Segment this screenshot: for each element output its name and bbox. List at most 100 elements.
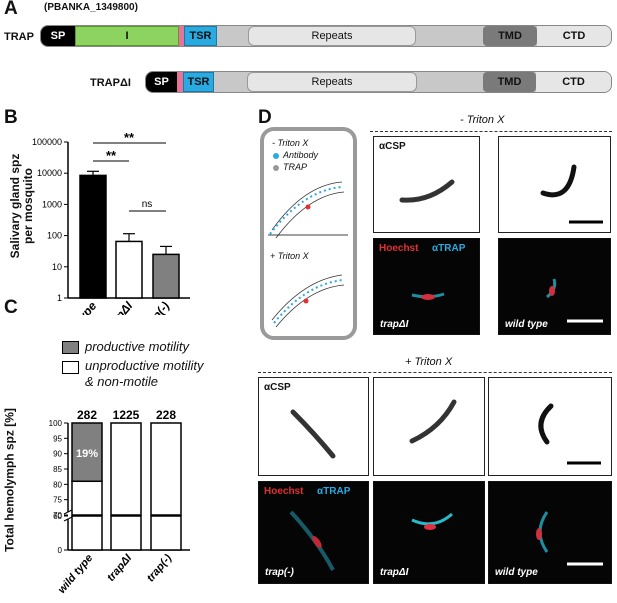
b-bar [152,253,180,299]
legend-productive-swatch [62,341,79,354]
b-sig-top: ** [124,130,135,145]
bottom-strain-label-3: wild type [495,567,538,578]
panel-b-letter: B [4,107,18,128]
sporozoite-fluor-icon [546,278,603,323]
schematic-antibody: Antibody [283,150,319,160]
bottom-csp-image-3 [488,377,612,476]
b-xtick-label: wild type [56,299,100,315]
b-ytick-label: 10000 [37,168,62,178]
c-bar-lower [71,515,103,551]
top-strain-label-2: wild type [505,319,548,330]
trapdi-ctd-domain: CTD [536,72,611,92]
trap-protein-bar: SP I TSR Repeats TMD CTD [40,25,612,47]
sporozoite-fluor-icon [536,511,603,566]
top-fluor-image-2: wild type [498,238,611,335]
legend-unproductive-2: & non-motile [85,374,158,389]
c-ytick-label: 70 [53,511,62,520]
c-bar-unproductive [150,422,182,516]
trap-tsr-domain: TSR [184,26,217,46]
trapdi-protein-bar: SP TSR Repeats TMD CTD [145,71,612,93]
bottom-fluor-image-3: wild type [488,481,612,584]
hoechst-label-bottom: Hoechst [264,486,304,497]
c-count-label: 282 [77,408,97,422]
c-bar-unproductive [71,480,103,516]
panel-c-letter: C [4,297,18,318]
c-ytick-label: 0 [58,546,63,555]
c-axis-break-mark [63,509,73,515]
gene-id: (PBANKA_1349800) [44,2,138,13]
b-bar [115,240,143,299]
trap-linker [179,26,184,46]
bottom-dashed-rule [258,372,612,373]
legend-productive: productive motility [85,339,190,354]
c-axis-break-mark [63,516,73,522]
c-ytick-label: 75 [53,496,62,505]
top-dashed-rule [370,131,612,132]
c-bar-productive [71,422,103,483]
b-ytick-label: 100000 [32,137,62,147]
sporozoite-gray-icon [409,399,457,444]
trap-ctd-domain: CTD [537,26,611,46]
sporozoite-gray-icon [399,179,455,203]
c-count-label: 1225 [113,408,140,422]
c-xtick-label: wild type [56,552,95,596]
trapdi-linker [177,72,183,92]
c-ytick-label: 95 [53,434,62,443]
antibody-dot-icon [273,153,279,159]
c-bar-lower [110,515,142,551]
c-ytick-label: 85 [53,465,62,474]
bottom-strain-label-2: trapΔI [380,567,409,578]
sporozoite-gray-icon [540,164,603,224]
top-csp-image-1: αCSP [373,136,480,233]
hoechst-label: Hoechst [379,243,419,254]
b-xtick-label: trap(-) [139,299,172,315]
c-xtick-label: trap(-) [145,552,175,584]
sporozoite-fluor-icon [289,510,335,571]
sporozoite-gray-icon [290,409,336,459]
schematic-box [260,127,357,340]
c-bar-unproductive [110,422,142,516]
sporozoite-fluor-icon [411,292,445,300]
trap-i-domain: I [75,26,179,46]
csp-label: αCSP [379,141,406,152]
c-count-label: 228 [156,408,176,422]
top-strain-label-1: trapΔI [380,319,409,330]
panel-d-letter: D [258,107,272,128]
legend-unproductive-swatch [62,361,79,374]
trapdi-tsr-domain: TSR [183,72,214,92]
atrap-label-bottom: αTRAP [317,486,351,497]
b-sig-ns: ns [142,199,153,210]
schematic-minus-triton: - Triton X [272,138,309,148]
trapdi-tmd-domain: TMD [483,72,536,92]
bottom-fluor-image-2: trapΔI [373,481,485,584]
schematic-drawings [268,181,348,328]
c-ytick-label: 80 [53,480,62,489]
c-bar-lower [150,515,182,551]
top-header: - Triton X [460,114,505,126]
c-bar-percent-label: 19% [76,448,98,460]
trapdi-sp-domain: SP [146,72,177,92]
sporozoite-gray-icon [538,403,601,465]
b-ytick-label: 10 [52,262,62,272]
panel-a-letter: A [4,0,18,19]
trap-repeats-domain: Repeats [248,26,416,46]
bottom-csp-image-1: αCSP [258,377,369,476]
c-xtick-label: trapΔI [105,552,135,584]
b-sig-mid: ** [106,148,117,163]
b-ytick-label: 1000 [42,199,62,209]
trap-dot-icon [273,165,279,171]
schematic-plus-triton: + Triton X [270,251,309,261]
top-csp-image-2 [498,136,611,233]
bottom-header: + Triton X [405,356,453,368]
trap-label: TRAP [4,31,34,43]
c-ytick-label: 60 [53,512,62,521]
trap-sp-domain: SP [41,26,75,46]
trapdi-label: TRAPΔI [90,77,131,89]
sporozoite-fluor-icon [411,512,453,530]
b-ytick-label: 1 [57,293,62,303]
c-ytick-label: 100 [49,419,63,428]
legend-unproductive-1: unproductive motility [85,358,204,373]
trap-tmd-domain: TMD [483,26,537,46]
bottom-fluor-image-1: Hoechst αTRAP trap(-) [258,481,369,584]
